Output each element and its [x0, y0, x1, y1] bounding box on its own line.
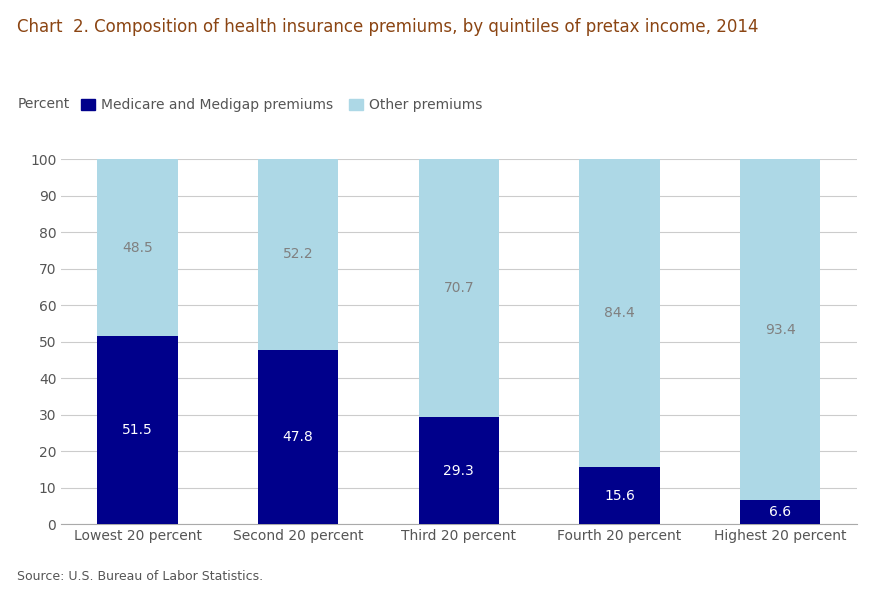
Text: 84.4: 84.4	[604, 306, 635, 320]
Bar	[419, 159, 499, 417]
Bar	[419, 417, 499, 524]
Bar	[97, 336, 177, 524]
Text: Source: U.S. Bureau of Labor Statistics.: Source: U.S. Bureau of Labor Statistics.	[17, 570, 264, 583]
Bar	[258, 159, 338, 350]
Text: 93.4: 93.4	[765, 323, 795, 336]
Text: 51.5: 51.5	[122, 423, 153, 437]
Text: Percent: Percent	[17, 97, 70, 111]
Bar	[258, 350, 338, 524]
Text: 48.5: 48.5	[122, 240, 153, 254]
Bar	[579, 159, 660, 467]
Bar	[97, 159, 177, 336]
Text: 6.6: 6.6	[769, 505, 791, 519]
Text: Chart  2. Composition of health insurance premiums, by quintiles of pretax incom: Chart 2. Composition of health insurance…	[17, 18, 759, 36]
Text: 70.7: 70.7	[443, 281, 475, 295]
Bar	[740, 159, 821, 500]
Bar	[579, 467, 660, 524]
Bar	[740, 500, 821, 524]
Legend: Medicare and Medigap premiums, Other premiums: Medicare and Medigap premiums, Other pre…	[81, 98, 482, 112]
Text: 47.8: 47.8	[283, 430, 314, 444]
Text: 52.2: 52.2	[283, 247, 314, 262]
Text: 29.3: 29.3	[443, 464, 475, 478]
Text: 15.6: 15.6	[604, 489, 635, 503]
